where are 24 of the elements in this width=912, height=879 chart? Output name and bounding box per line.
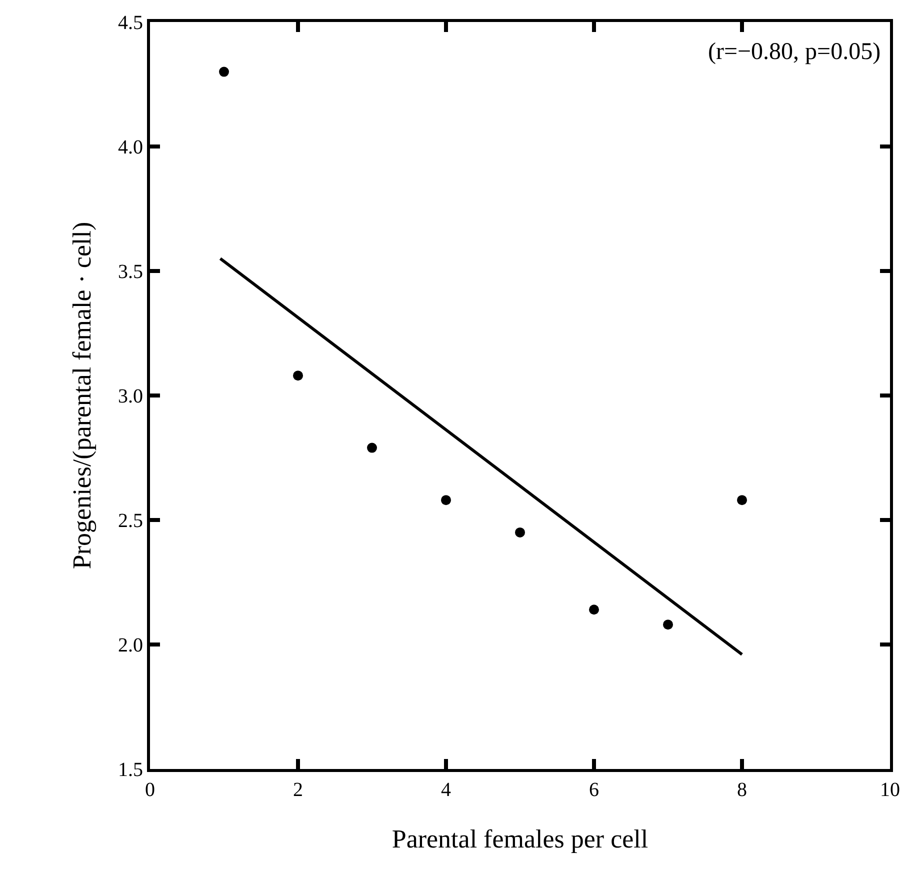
- x-tick-label: 4: [441, 779, 451, 801]
- y-tick-label: 1.5: [118, 759, 143, 781]
- x-tick-label: 2: [293, 779, 303, 801]
- point: [441, 495, 451, 506]
- x-tick-label: 8: [737, 779, 747, 801]
- point: [293, 370, 303, 381]
- x-tick-label: 0: [145, 779, 155, 801]
- y-tick-label: 4.0: [118, 136, 143, 158]
- annotation: (r=−0.80, p=0.05): [708, 39, 881, 65]
- x-axis-title: Parental females per cell: [392, 824, 648, 854]
- y-tick-label: 4.5: [118, 12, 143, 34]
- point: [219, 66, 229, 77]
- point: [589, 604, 599, 615]
- y-tick-label: 3.5: [118, 261, 143, 283]
- point: [663, 620, 673, 630]
- y-tick-label: 2.0: [118, 634, 143, 656]
- point: [515, 527, 525, 538]
- point: [367, 442, 377, 453]
- y-axis-title: Progenies/(parental female · cell): [67, 222, 96, 570]
- x-tick-label: 6: [589, 779, 599, 801]
- y-tick-label: 2.5: [118, 510, 143, 532]
- point: [737, 495, 747, 506]
- y-tick-label: 3.0: [118, 386, 143, 408]
- x-tick-label: 10: [880, 779, 900, 801]
